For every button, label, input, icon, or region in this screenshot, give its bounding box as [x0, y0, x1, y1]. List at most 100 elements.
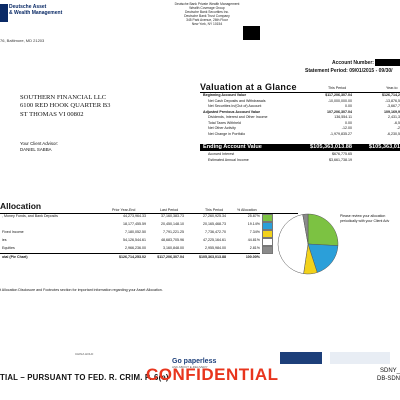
annual-income-row: Estimated Annual Income $3,661,738.19	[200, 158, 400, 163]
go-paperless-sub: ASK ABOUT E-DELIVERY	[172, 365, 208, 369]
allocation-col-header: Last Period	[160, 208, 179, 212]
pie-slice	[277, 214, 309, 274]
allocation-last: 37,160,383.73	[161, 214, 184, 218]
allocation-last: 7,791,221.25	[163, 230, 184, 234]
redaction-bar	[243, 26, 260, 40]
sender-line: 345 Park Avenue, 26th Floor	[186, 18, 228, 22]
statement-period-value: 09/01/2015 - 09/30/	[349, 68, 393, 74]
allocation-pct: 25.87%	[247, 214, 260, 218]
footer-badge	[280, 352, 322, 364]
allocation-prior: 7,180,052.50	[125, 230, 146, 234]
review-line: periodically with your Client Adv	[340, 218, 390, 223]
confidential-stamp: CONFIDENTIAL	[146, 365, 279, 384]
allocation-prior: 44,273,964.33	[123, 214, 146, 218]
valuation-row-this-period: 107,206,307.04	[327, 109, 352, 114]
valuation-row-this-period: 136,554.11	[334, 115, 352, 119]
valuation-row-ytd: $126,714,2	[382, 93, 400, 97]
valuation-row-this-period: -10,000,000.00	[327, 98, 352, 103]
annual-income-value: $3,661,738.19	[329, 157, 352, 162]
brand-line-2: & Wealth Management	[9, 10, 63, 16]
legend-swatch	[262, 230, 273, 238]
valuation-row-label: Net Cash Deposits and Withdrawals	[208, 98, 266, 103]
valuation-row-ytd: -6,230,5	[386, 131, 400, 136]
allocation-this: 27,260,925.34	[203, 214, 226, 218]
allocation-pct: 7.34%	[249, 230, 260, 234]
valuation-title: Valuation at a Glance	[200, 82, 297, 92]
sender-line: Wealth Coverage Group	[189, 6, 225, 10]
advisor-name: DANIEL SABBA	[20, 147, 52, 152]
allocation-prior: 2,966,236.00	[125, 246, 146, 250]
ending-account-value-row: Ending Account Value $105,363,013.88 $10…	[200, 144, 400, 151]
bates-line-1: SDNY_	[379, 368, 400, 374]
allocation-last: 48,683,705.96	[161, 238, 184, 242]
allocation-this: 47,225,164.61	[203, 238, 226, 242]
valuation-row-this-period: 0.00	[345, 104, 352, 108]
brand-logo-mark	[0, 4, 8, 22]
allocation-pct: 44.81%	[247, 238, 260, 242]
client-address-block: SOUTHERN FINANCIAL LLC 6100 RED HOOK QUA…	[20, 94, 110, 119]
allocation-row: Fixed Income 7,180,052.50 7,791,221.25 7…	[0, 229, 260, 237]
valuation-row-label: Net Other Activity	[208, 126, 236, 130]
valuation-row: Net Securities In/(Out of) Account 0.00 …	[200, 104, 400, 109]
valuation-row-label: Total Taxes Withheld	[208, 120, 241, 125]
valuation-row-label: Net Securities In/(Out of) Account	[208, 104, 262, 108]
allocation-row: , Money Funds, and Bank Deposits 44,273,…	[0, 213, 260, 221]
sender-address: 76, Baltimore, MD 21203	[0, 38, 45, 43]
bates-line-2: DB-SDN	[376, 376, 400, 382]
valuation-row-label: Net Change in Portfolio	[208, 131, 246, 136]
brand-logo: Deutsche Asset & Wealth Management	[9, 4, 62, 16]
ending-this-period: $105,363,013.88	[310, 144, 352, 150]
client-address-1: 6100 RED HOOK QUARTER B3	[20, 102, 111, 110]
legend-swatch	[262, 246, 273, 254]
allocation-prior: 54,126,544.61	[123, 238, 146, 242]
allocation-this: 20,165,468.73	[203, 222, 226, 226]
valuation-row-label: Dividends, Interest and Other Income	[208, 115, 268, 119]
valuation-row: Beginning Account Value $117,206,307.04 …	[200, 93, 400, 98]
allocation-total-pct: 100.00%	[245, 255, 260, 259]
bates-number: SDNY_ DB-SDN	[370, 367, 400, 383]
allocation-total-this: $105,363,013.88	[199, 255, 226, 259]
allocation-total-prior: $126,714,253.02	[119, 255, 146, 259]
brand-line-1: Deutsche Asset	[9, 4, 47, 10]
account-number-label: Account Number:	[332, 60, 374, 66]
allocation-row-label: Fixed Income	[2, 230, 24, 234]
allocation-title: Allocation	[0, 201, 42, 211]
valuation-row-ytd: -3,667,7	[386, 104, 400, 108]
allocation-row-label: ies	[2, 238, 7, 242]
allocation-last: 3,160,848.00	[163, 246, 184, 250]
sender-line: New York, NY 10154	[191, 22, 223, 26]
allocation-rule	[0, 213, 298, 214]
go-paperless-title: Go paperless	[172, 358, 217, 365]
allocation-pie-chart	[277, 213, 339, 275]
allocation-total-last: $117,206,307.04	[157, 255, 184, 259]
pie-slice	[307, 213, 339, 246]
valuation-col-ytd: Year-to	[386, 86, 398, 90]
allocation-pct: 2.81%	[249, 246, 260, 250]
allocation-prior: 18,177,455.59	[123, 222, 146, 226]
valuation-col-this-period: This Period	[328, 86, 347, 90]
advisor-label: Your Client Advisor:	[20, 141, 59, 146]
valuation-row: Net Other Activity -12.00 -2	[200, 126, 400, 131]
accrued-interest-label: Accrued Interest	[208, 152, 235, 156]
statement-period-label: Statement Period:	[305, 68, 348, 74]
allocation-row: 18,177,455.59 20,450,148.10 20,165,468.7…	[0, 221, 260, 229]
ending-ytd: $105,363,01	[368, 144, 400, 150]
allocation-row-label: , Money Funds, and Bank Deposits	[2, 214, 58, 218]
valuation-row: Net Cash Deposits and Withdrawals -10,00…	[200, 99, 400, 104]
allocation-col-header: Prior Year-End	[112, 208, 136, 212]
allocation-total-row: otal (Pie Chart) $126,714,253.02 $117,20…	[0, 253, 260, 262]
allocation-review-note: Please review your allocation periodical…	[340, 214, 400, 223]
accrued-interest-value: $676,775.65	[332, 152, 352, 156]
valuation-row-ytd: 109,169,9	[384, 109, 400, 114]
statement-period: Statement Period: 09/01/2015 - 09/30/	[305, 68, 393, 74]
valuation-row-this-period: 0.00	[345, 120, 352, 125]
allocation-col-header: This Period	[205, 208, 224, 212]
sender-line: Deutsche Bank Trust Company	[184, 14, 230, 18]
allocation-row: ies 54,126,544.61 48,683,705.96 47,225,1…	[0, 237, 260, 245]
valuation-row: Total Taxes Withheld 0.00 -6,5	[200, 121, 400, 126]
allocation-total-label: otal (Pie Chart)	[2, 255, 28, 259]
review-line: Please review your allocation	[340, 214, 386, 218]
pie-slice	[302, 213, 309, 245]
client-name: SOUTHERN FINANCIAL LLC	[20, 94, 107, 101]
valuation-row-label: Beginning Account Value	[203, 93, 247, 97]
